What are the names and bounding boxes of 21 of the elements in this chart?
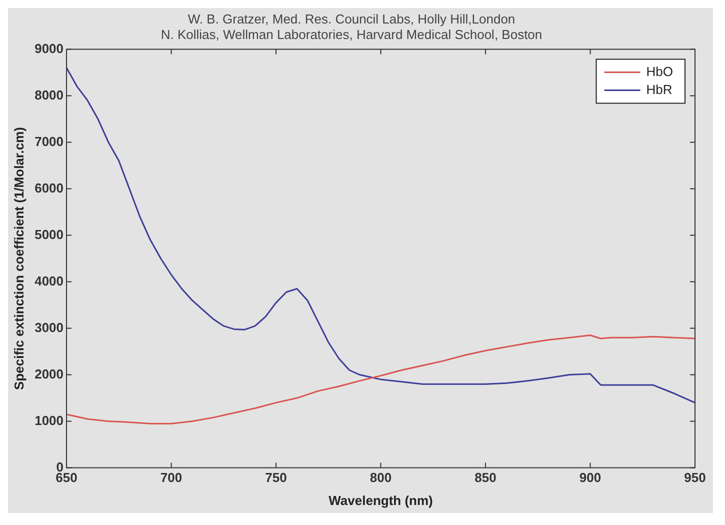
y-tick-label: 7000 xyxy=(34,134,64,149)
x-tick-label: 800 xyxy=(370,470,392,486)
y-tick-label: 9000 xyxy=(34,40,64,56)
y-tick-label: 3000 xyxy=(34,320,64,335)
chart-subtitle: N. Kollias, Wellman Laboratories, Harvard Medical School, Boston xyxy=(160,26,542,42)
x-tick-label: 900 xyxy=(579,470,602,486)
legend-label: HbO xyxy=(646,64,674,79)
x-tick-label: 700 xyxy=(160,470,182,486)
y-tick-label: 1000 xyxy=(34,412,64,428)
y-tick-label: 6000 xyxy=(34,180,64,196)
x-tick-label: 850 xyxy=(474,470,496,486)
y-tick-label: 5000 xyxy=(34,226,64,242)
y-tick-label: 4000 xyxy=(34,273,64,288)
x-axis-title: Wavelength (nm) xyxy=(328,492,433,508)
x-tick-label: 750 xyxy=(265,470,287,486)
chart-title: W. B. Gratzer, Med. Res. Council Labs, Holly Hill,London xyxy=(188,11,516,26)
y-tick-label: 2000 xyxy=(34,366,64,382)
y-axis-title: Specific extinction coefficient (1/Molar.cm) xyxy=(11,127,26,390)
y-tick-label: 8000 xyxy=(34,87,64,102)
x-tick-label: 950 xyxy=(684,470,706,486)
legend-label: HbR xyxy=(646,82,672,97)
